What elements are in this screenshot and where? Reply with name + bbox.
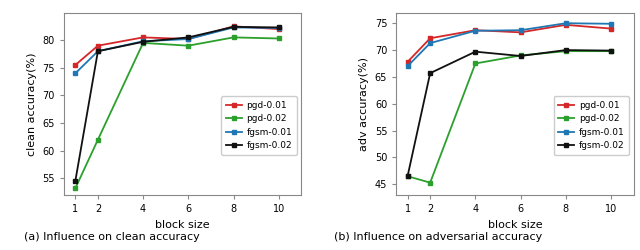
fgsm-0.02 [275,26,283,29]
X-axis label: block size: block size [156,220,210,230]
fgsm-0.02 [472,50,479,53]
Line: fgsm-0.02: fgsm-0.02 [73,24,281,184]
pgd-0.01 [72,64,79,66]
fgsm-0.02 [516,54,524,58]
fgsm-0.01 [472,29,479,32]
fgsm-0.01 [275,26,283,30]
pgd-0.02 [140,42,147,44]
pgd-0.01 [426,37,434,40]
pgd-0.02 [72,187,79,190]
fgsm-0.01 [72,72,79,75]
pgd-0.02 [562,50,570,53]
Line: pgd-0.02: pgd-0.02 [405,49,613,185]
pgd-0.01 [516,31,524,34]
fgsm-0.02 [72,180,79,183]
Line: pgd-0.01: pgd-0.01 [73,24,281,68]
Y-axis label: adv accuracy(%): adv accuracy(%) [359,57,369,151]
pgd-0.02 [472,62,479,65]
pgd-0.01 [472,29,479,32]
pgd-0.02 [404,175,412,178]
pgd-0.01 [275,28,283,30]
pgd-0.02 [230,36,237,39]
Legend: pgd-0.01, pgd-0.02, fgsm-0.01, fgsm-0.02: pgd-0.01, pgd-0.02, fgsm-0.01, fgsm-0.02 [554,96,629,155]
Line: fgsm-0.01: fgsm-0.01 [405,21,613,68]
Y-axis label: clean accuracy(%): clean accuracy(%) [27,52,37,156]
Line: fgsm-0.02: fgsm-0.02 [405,48,613,179]
pgd-0.02 [184,44,192,47]
fgsm-0.02 [94,50,102,53]
pgd-0.02 [607,50,615,53]
pgd-0.01 [404,60,412,64]
pgd-0.01 [562,23,570,26]
pgd-0.02 [516,54,524,57]
pgd-0.02 [426,181,434,184]
Line: fgsm-0.01: fgsm-0.01 [73,25,281,76]
fgsm-0.02 [184,36,192,39]
fgsm-0.02 [562,48,570,51]
fgsm-0.01 [516,29,524,32]
fgsm-0.02 [230,26,237,29]
Text: (a) Influence on clean accuracy: (a) Influence on clean accuracy [24,232,200,242]
fgsm-0.01 [426,42,434,44]
pgd-0.01 [140,36,147,39]
fgsm-0.01 [562,22,570,25]
fgsm-0.02 [426,72,434,75]
Line: pgd-0.02: pgd-0.02 [73,35,281,191]
fgsm-0.01 [94,50,102,53]
fgsm-0.01 [404,65,412,68]
fgsm-0.02 [607,49,615,52]
pgd-0.02 [94,138,102,141]
fgsm-0.01 [140,40,147,43]
fgsm-0.02 [404,175,412,178]
fgsm-0.01 [230,26,237,29]
pgd-0.01 [94,44,102,47]
X-axis label: block size: block size [488,220,542,230]
pgd-0.01 [184,38,192,40]
pgd-0.02 [275,37,283,40]
fgsm-0.02 [140,40,147,43]
pgd-0.01 [230,25,237,28]
Legend: pgd-0.01, pgd-0.02, fgsm-0.01, fgsm-0.02: pgd-0.01, pgd-0.02, fgsm-0.01, fgsm-0.02 [221,96,297,155]
Line: pgd-0.01: pgd-0.01 [405,22,613,64]
Text: (b) Influence on adversarial accuracy: (b) Influence on adversarial accuracy [334,232,543,242]
pgd-0.01 [607,27,615,30]
fgsm-0.01 [184,38,192,40]
fgsm-0.01 [607,22,615,25]
